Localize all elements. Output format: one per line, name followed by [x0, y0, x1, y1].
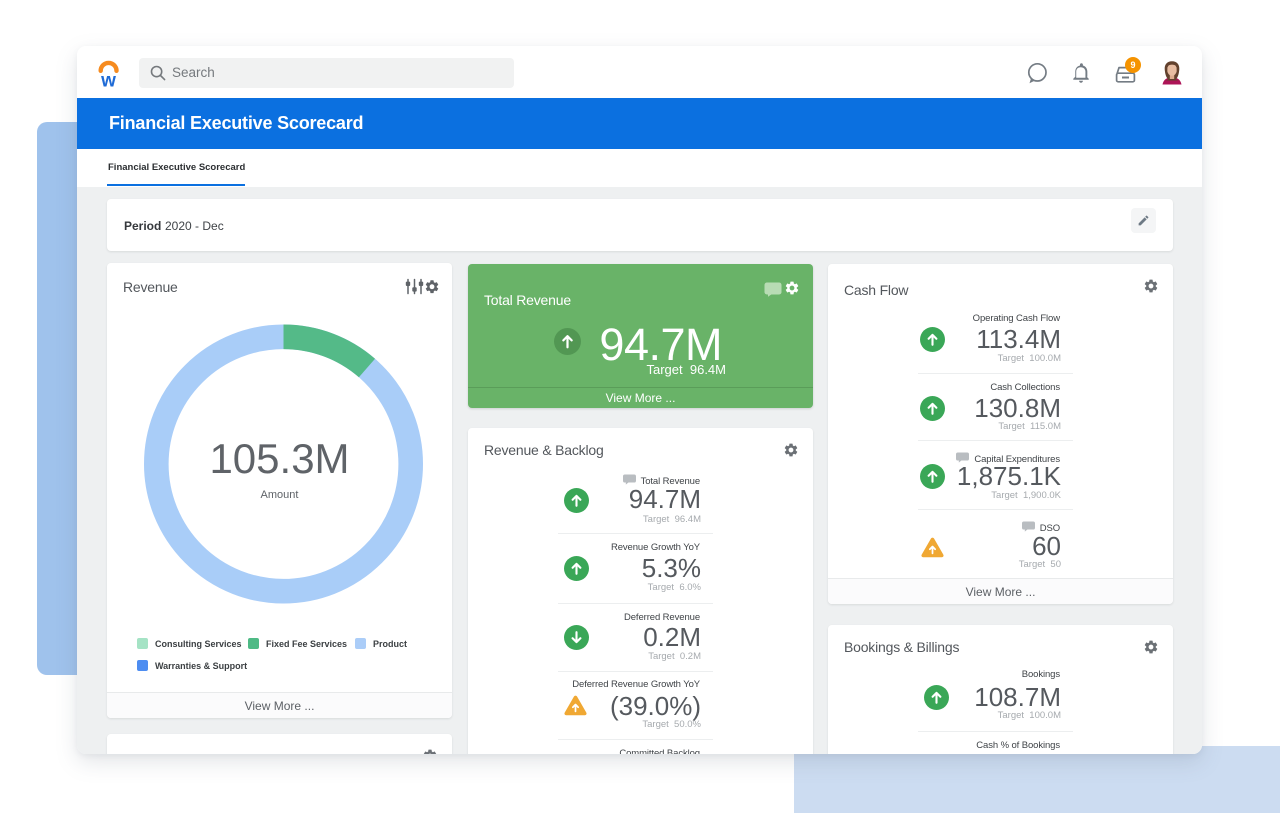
svg-text:w: w	[100, 71, 116, 89]
